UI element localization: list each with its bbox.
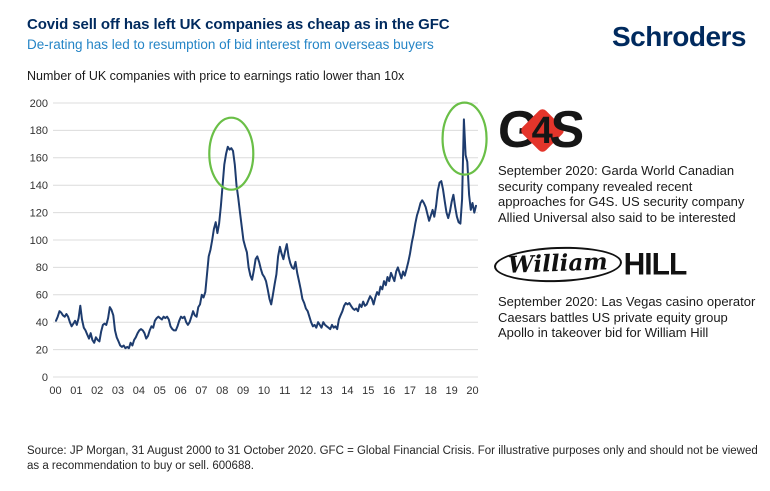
g4s-logo-letter-s: S (548, 101, 585, 159)
covid-peak-circle (441, 101, 488, 176)
x-axis-tick-label: 07 (195, 385, 207, 397)
y-axis-tick-label: 80 (36, 262, 48, 274)
x-axis-tick-label: 05 (154, 385, 166, 397)
x-axis-tick-label: 02 (91, 385, 103, 397)
x-axis-tick-label: 10 (258, 385, 270, 397)
g4s-logo: G 4 S (496, 101, 585, 159)
x-axis-tick-label: 12 (300, 385, 312, 397)
x-axis-tick-label: 15 (362, 385, 374, 397)
source-footnote: Source: JP Morgan, 31 August 2000 to 31 … (27, 445, 758, 472)
y-axis-tick-label: 140 (30, 180, 48, 192)
x-axis-tick-label: 13 (320, 385, 332, 397)
y-axis-tick-label: 100 (30, 235, 48, 247)
y-axis-tick-label: 20 (36, 344, 48, 356)
y-axis-tick-label: 120 (30, 207, 48, 219)
x-axis-tick-label: 03 (112, 385, 124, 397)
pe-count-line-series (55, 118, 477, 350)
page-title: Covid sell off has left UK companies as … (27, 16, 450, 33)
pe-ratio-line-chart: 0 20 40 60 80 100 120 140 160 180 200 00 01 02 03 04 05 0… (30, 98, 488, 397)
william-hill-logo-script: William (493, 244, 623, 285)
y-axis-tick-label: 40 (36, 317, 48, 329)
x-axis-tick-label: 00 (49, 385, 61, 397)
page-subtitle: De-rating has led to resumption of bid i… (27, 37, 434, 52)
x-axis-tick-label: 17 (404, 385, 416, 397)
x-axis-tick-label: 08 (216, 385, 228, 397)
x-axis-tick-label: 11 (279, 385, 290, 397)
x-axis-tick-label: 19 (446, 385, 458, 397)
william-hill-logo-bold: HILL (623, 246, 688, 282)
y-axis-tick-label: 0 (42, 372, 48, 384)
x-axis-tick-label: 20 (466, 385, 478, 397)
schroders-logo: Schroders (612, 21, 747, 52)
x-axis-tick-label: 04 (133, 385, 145, 397)
x-axis-tick-label: 01 (70, 385, 82, 397)
william-hill-logo: William HILL (493, 244, 688, 285)
william-hill-annotation-text: September 2020: Las Vegas casino operato… (498, 294, 756, 341)
gfc-peak-circle (208, 116, 255, 191)
y-axis-tick-label: 60 (36, 290, 48, 302)
y-axis-tick-label: 180 (30, 125, 48, 137)
x-axis-tick-label: 16 (383, 385, 395, 397)
x-axis-tick-label: 06 (174, 385, 186, 397)
x-axis-tick-label: 18 (425, 385, 437, 397)
x-axis-tick-label: 09 (237, 385, 249, 397)
y-axis-tick-label: 160 (30, 153, 48, 165)
y-axis-tick-label: 200 (30, 98, 48, 110)
g4s-annotation-text: September 2020: Garda World Canadian sec… (498, 163, 745, 225)
chart-axis-title: Number of UK companies with price to ear… (27, 69, 405, 83)
x-axis-tick-label: 14 (341, 385, 353, 397)
